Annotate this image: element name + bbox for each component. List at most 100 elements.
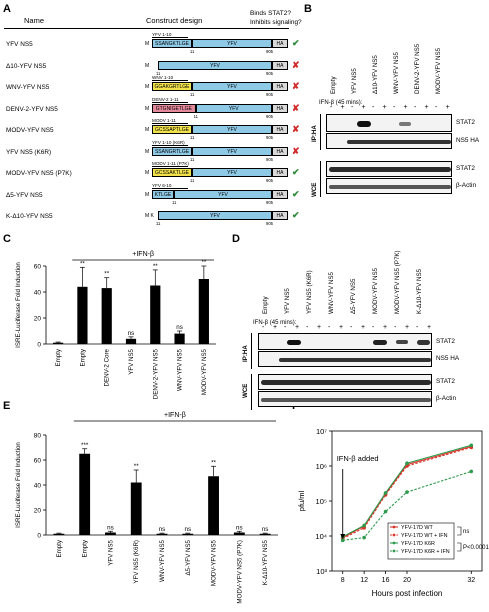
segment-source-label: MODV 1-11 (P7K) bbox=[152, 161, 189, 166]
n-terminal-segment: KTLGE bbox=[152, 189, 174, 199]
start-methionine: M bbox=[145, 170, 150, 176]
bar bbox=[208, 476, 219, 535]
stat-bracket bbox=[457, 542, 462, 552]
data-point bbox=[383, 491, 388, 495]
yfv-segment: YFV bbox=[174, 189, 272, 199]
treatment-sign: + bbox=[445, 104, 450, 111]
start-methionine: M bbox=[145, 105, 150, 112]
treatment-sign: - bbox=[394, 324, 397, 331]
treatment-sign: + bbox=[424, 104, 429, 111]
start-residue: 11 bbox=[156, 70, 161, 76]
y-tick-label: 20 bbox=[34, 316, 42, 323]
blot-d-wce-actin bbox=[258, 391, 432, 407]
bar bbox=[150, 285, 161, 344]
lane-label: Empty bbox=[330, 76, 337, 94]
construct-name: DENV-2-YFV NS5 bbox=[6, 105, 58, 113]
blot-d-wce-stat2 bbox=[258, 374, 432, 390]
lane-label: Δ10-YFV NS5 bbox=[372, 55, 379, 94]
yfv-segment: YFV bbox=[192, 146, 272, 156]
construct-name: Δ5-YFV NS5 bbox=[6, 191, 43, 199]
start-residue: 11 bbox=[190, 156, 195, 162]
category-label: Empty bbox=[55, 348, 62, 366]
bar bbox=[101, 288, 112, 344]
n-terminal-segment: GGAKGRTLGE bbox=[152, 82, 192, 91]
treatment-sign: + bbox=[361, 104, 366, 111]
data-point bbox=[362, 535, 366, 540]
blot-label: STAT2 bbox=[456, 165, 475, 172]
end-residue: 905 bbox=[266, 221, 273, 226]
ip-bracket bbox=[320, 114, 321, 150]
treatment-sign: + bbox=[427, 324, 432, 331]
panel-label-a: A bbox=[3, 3, 11, 15]
y-tick-label: 10⁷ bbox=[316, 427, 327, 436]
data-point bbox=[469, 469, 474, 474]
significance-label: ns bbox=[128, 330, 135, 337]
data-point bbox=[362, 526, 366, 530]
blot-b-ip-ns5 bbox=[326, 133, 452, 149]
construct-name: Δ10-YFV NS5 bbox=[6, 62, 47, 70]
ha-tag: HA bbox=[272, 146, 288, 156]
start-methionine: M K bbox=[145, 213, 154, 219]
treatment-sign: + bbox=[340, 104, 345, 111]
treatment-sign: + bbox=[295, 324, 300, 331]
start-methionine: M bbox=[145, 191, 150, 198]
significance-label: ns bbox=[185, 526, 192, 533]
significance-label: *** bbox=[81, 442, 89, 449]
blot-b-ip-stat2 bbox=[326, 114, 452, 132]
start-residue: 11 bbox=[156, 221, 161, 226]
construct-bar: SSANGRTLGE YFV HA bbox=[152, 146, 288, 156]
x-axis-label: Hours post infection bbox=[372, 589, 443, 598]
category-label: Empty bbox=[56, 539, 63, 557]
category-label: YFV NS5 bbox=[128, 348, 135, 374]
end-residue: 905 bbox=[266, 156, 273, 162]
start-methionine: M bbox=[145, 148, 150, 155]
yfv-segment: YFV bbox=[192, 168, 272, 177]
category-label: DENV-2-YFV NS5 bbox=[152, 348, 159, 399]
y-tick-label: 40 bbox=[34, 483, 42, 490]
start-methionine: M bbox=[145, 84, 150, 90]
construct-name: K-Δ10-YFV NS5 bbox=[6, 213, 53, 220]
x-tick-label: 32 bbox=[467, 577, 475, 584]
treatment-sign: - bbox=[393, 104, 396, 111]
y-tick-label: 0 bbox=[37, 533, 41, 540]
start-methionine: M bbox=[145, 62, 150, 69]
treatment-sign: - bbox=[372, 104, 375, 111]
yfv-segment: YFV bbox=[192, 125, 272, 134]
result-mark: ✔ bbox=[292, 167, 300, 177]
category-label: MODV-YFV NS5 bbox=[211, 539, 218, 586]
y-tick-label: 40 bbox=[34, 290, 42, 297]
start-residue: 11 bbox=[190, 92, 195, 97]
category-label: Empty bbox=[79, 348, 86, 366]
bar bbox=[233, 532, 245, 535]
segment-source-label: MODV 1-11 bbox=[152, 118, 176, 123]
lane-label: K-Δ10-YFV NS5 bbox=[416, 268, 423, 314]
construct-name: YFV NS5 bbox=[6, 41, 33, 48]
bar bbox=[130, 482, 142, 535]
significance-label: ns bbox=[107, 524, 114, 531]
stat-label: ns bbox=[463, 529, 469, 535]
treatment-sign: - bbox=[262, 324, 265, 331]
arrow-head bbox=[340, 534, 346, 539]
col-design-header: Construct design bbox=[146, 16, 203, 25]
lane-label: YFV NS5 bbox=[284, 288, 291, 314]
y-tick-label: 0 bbox=[37, 342, 41, 349]
ha-tag: HA bbox=[272, 39, 288, 48]
construct-bar: SSANGKTLGE YFV HA bbox=[152, 39, 288, 48]
band bbox=[261, 380, 431, 385]
wce-label: WCE bbox=[311, 182, 318, 197]
treatment-sign: - bbox=[351, 104, 354, 111]
x-tick-label: 20 bbox=[403, 577, 411, 584]
ha-tag: HA bbox=[272, 82, 288, 91]
band bbox=[261, 398, 431, 402]
significance-label: ns bbox=[236, 524, 243, 531]
x-tick-label: 16 bbox=[382, 577, 390, 584]
ip-label: IP:HA bbox=[311, 125, 318, 142]
category-label: YFV NS5 (K6R) bbox=[133, 540, 140, 584]
series-line bbox=[342, 470, 472, 541]
category-label: Δ5-YFV NS5 bbox=[185, 539, 192, 575]
treatment-sign: - bbox=[414, 104, 417, 111]
series-line bbox=[342, 446, 472, 539]
significance-label: ** bbox=[211, 459, 216, 466]
y-tick-label: 60 bbox=[34, 264, 42, 271]
x-tick-label: 8 bbox=[341, 577, 345, 584]
